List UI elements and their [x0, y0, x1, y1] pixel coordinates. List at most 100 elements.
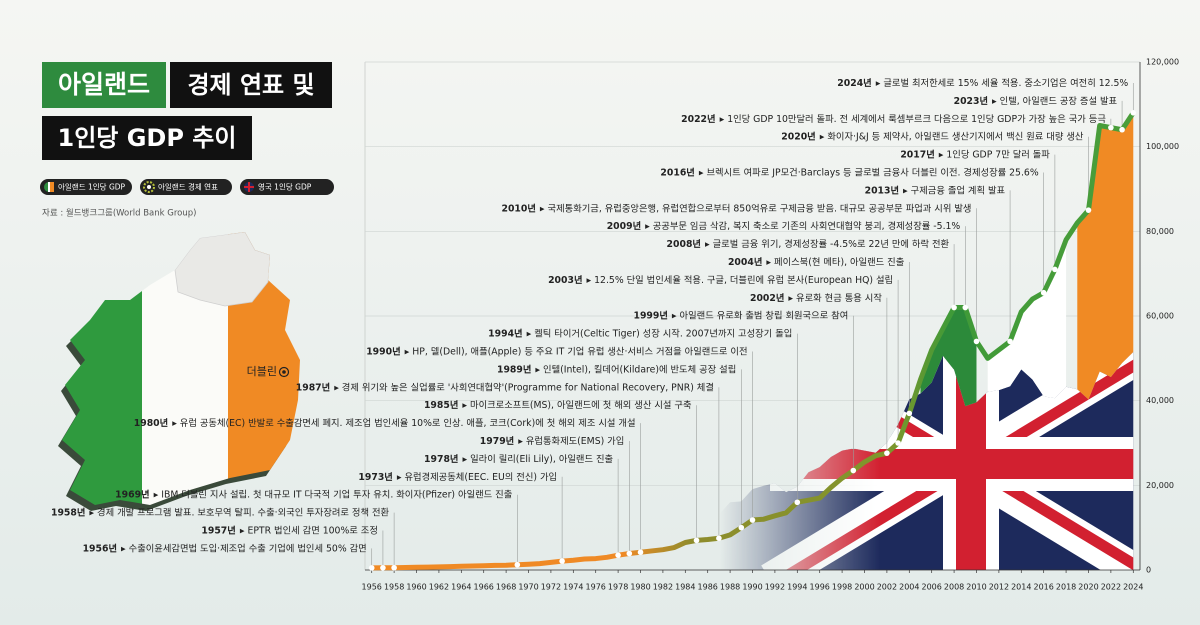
event-year: 2016년 [660, 166, 694, 178]
event-year: 2010년 [501, 202, 535, 214]
event-text: ▸ 인텔, 아일랜드 공장 증설 발표 [992, 94, 1117, 106]
event-text: ▸ 아일랜드 유로화 출범 창립 회원국으로 참여 [672, 309, 848, 321]
event-year: 2017년 [900, 148, 934, 160]
event-label: 2004년 ▸ 페이스북(현 메타), 아일랜드 진출 [728, 256, 905, 268]
event-year: 2023년 [954, 94, 988, 106]
title-box [42, 116, 252, 160]
y-tick-label: 60,000 [1146, 312, 1174, 321]
event-year: 1985년 [424, 399, 458, 411]
event-text: ▸ 수출이윤세감면법 도입·제조업 수출 기업에 법인세 50% 감면 [121, 542, 367, 554]
event-dot [368, 565, 375, 571]
x-tick-label: 1978 [608, 583, 628, 592]
event-label: 1957년 ▸ EPTR 법인세 감면 100%로 조정 [201, 524, 378, 536]
y-tick-label: 80,000 [1146, 227, 1174, 236]
legend: 아일랜드 1인당 GDP 아일랜드 경제 연표 영국 1인당 GDP [40, 179, 334, 195]
x-tick-label: 1996 [810, 583, 830, 592]
event-dot [884, 450, 890, 456]
x-tick-label: 2006 [922, 583, 942, 592]
legend-label: 아일랜드 1인당 GDP [58, 182, 126, 192]
event-dot [962, 304, 969, 311]
x-tick-label: 1966 [474, 583, 494, 592]
legend-icon [143, 181, 155, 193]
x-tick-label: 1988 [720, 583, 740, 592]
legend-icon [147, 185, 151, 189]
event-dot [738, 524, 745, 531]
event-dot [1052, 266, 1058, 273]
event-year: 1978년 [424, 452, 458, 464]
event-year: 2008년 [667, 238, 701, 250]
x-tick-label: 1990 [742, 583, 762, 592]
event-year: 1990년 [366, 345, 400, 357]
x-tick-label: 2004 [899, 583, 919, 592]
event-year: 1989년 [497, 363, 531, 375]
title-line2: 1인당 GDP 추이 [58, 124, 237, 152]
x-tick-label: 1982 [653, 583, 673, 592]
event-label: 1989년 ▸ 인텔(Intel), 킬데어(Kildare)에 반도체 공장 설… [497, 363, 736, 375]
event-label: 1958년 ▸ 경제 개발 프로그램 발표. 보호무역 탈피. 수출·외국인 투자… [51, 506, 390, 518]
event-label: 1978년 ▸ 일라이 릴리(Eli Lily), 아일랜드 진출 [424, 452, 614, 464]
event-dot [391, 564, 397, 571]
event-year: 1957년 [201, 524, 235, 536]
legend-pill [240, 179, 334, 195]
event-label: 2008년 ▸ 글로벌 금융 위기, 경제성장률 -4.5%로 22년 만에 하락… [667, 238, 950, 250]
event-year: 2013년 [865, 184, 899, 196]
event-year: 1969년 [115, 488, 149, 500]
x-tick-label: 1976 [586, 583, 606, 592]
title-line1: 경제 연표 및 [187, 71, 314, 99]
event-dot [559, 558, 565, 564]
event-text: ▸ 글로벌 금융 위기, 경제성장률 -4.5%로 22년 만에 하락 전환 [705, 238, 950, 250]
event-dot [1085, 207, 1092, 213]
event-text: ▸ EPTR 법인세 감면 100%로 조정 [240, 524, 378, 536]
legend-icon [48, 182, 50, 192]
event-text: ▸ 1인당 GDP 10만달러 돌파. 전 세계에서 룩셈부르크 다음으로 1인… [720, 112, 1107, 124]
legend-pill [140, 179, 232, 195]
x-tick-label: 2022 [1101, 583, 1121, 592]
source: 자료 : 월드뱅크그룹(World Bank Group) [42, 208, 196, 219]
event-year: 1956년 [83, 542, 117, 554]
x-tick-label: 2016 [1034, 583, 1054, 592]
event-label: 2022년 ▸ 1인당 GDP 10만달러 돌파. 전 세계에서 룩셈부르크 다음… [681, 112, 1106, 124]
event-dot [749, 517, 756, 523]
event-year: 2009년 [607, 220, 641, 232]
event-text: ▸ 마이크로소프트(MS), 아일랜드에 첫 해외 생산 시설 구축 [462, 399, 692, 411]
event-text: ▸ 경제 위기와 높은 실업률로 '사회연대협약'(Programme for … [334, 381, 714, 393]
event-label: 1990년 ▸ HP, 델(Dell), 애플(Apple) 등 주요 IT 기업… [366, 345, 747, 357]
event-text: ▸ 경제 개발 프로그램 발표. 보호무역 탈피. 수출·외국인 투자장려로 정… [89, 506, 389, 518]
title-box [170, 62, 332, 108]
title-box [42, 62, 166, 108]
event-label: 2013년 ▸ 구제금융 졸업 계획 발표 [865, 184, 1006, 196]
y-tick-label: 0 [1146, 566, 1151, 575]
event-dot [1130, 110, 1137, 116]
y-tick-label: 20,000 [1146, 481, 1174, 490]
event-label: 1979년 ▸ 유럽통화제도(EMS) 가입 [480, 435, 625, 447]
event-label: 1994년 ▸ 켈틱 타이거(Celtic Tiger) 성장 시작. 2007년… [488, 327, 792, 339]
event-dot [850, 467, 857, 474]
event-dot [626, 550, 633, 557]
event-label: 2024년 ▸ 글로벌 최저한세로 15% 세율 적용. 중소기업은 여전히 12… [837, 77, 1128, 89]
x-tick-label: 2018 [1056, 583, 1076, 592]
event-text: ▸ 브렉시트 여파로 JP모건·Barclays 등 글로벌 금융사 더블린 이… [699, 166, 1039, 178]
y-tick-label: 100,000 [1146, 142, 1179, 151]
event-text: ▸ 구제금융 졸업 계획 발표 [903, 184, 1005, 196]
x-tick-label: 1974 [563, 583, 583, 592]
x-tick-label: 1968 [496, 583, 516, 592]
x-tick-label: 2012 [989, 583, 1009, 592]
event-dot [895, 440, 901, 446]
event-year: 1980년 [134, 417, 168, 429]
x-tick-label: 1980 [630, 583, 650, 592]
title-highlight: 아일랜드 [58, 70, 150, 99]
event-label: 1956년 ▸ 수출이윤세감면법 도입·제조업 수출 기업에 법인세 50% 감면 [83, 542, 367, 554]
x-tick-label: 2002 [877, 583, 897, 592]
event-year: 2002년 [750, 291, 784, 303]
event-dot [1119, 126, 1125, 133]
x-tick-label: 1964 [451, 583, 471, 592]
ireland-fill [1077, 112, 1134, 400]
ireland-map: 더블린 [58, 232, 300, 511]
legend-icon [50, 182, 54, 192]
event-label: 2003년 ▸ 12.5% 단일 법인세율 적용. 구글, 더블린에 유럽 본사(… [548, 273, 893, 285]
event-text: ▸ 유로화 현금 통용 시작 [788, 292, 882, 303]
map-label: 더블린 [247, 365, 277, 378]
event-label: 2017년 ▸ 1인당 GDP 7만 달러 돌파 [900, 148, 1050, 160]
x-tick-label: 2020 [1078, 583, 1098, 592]
ireland-fill [920, 307, 977, 407]
